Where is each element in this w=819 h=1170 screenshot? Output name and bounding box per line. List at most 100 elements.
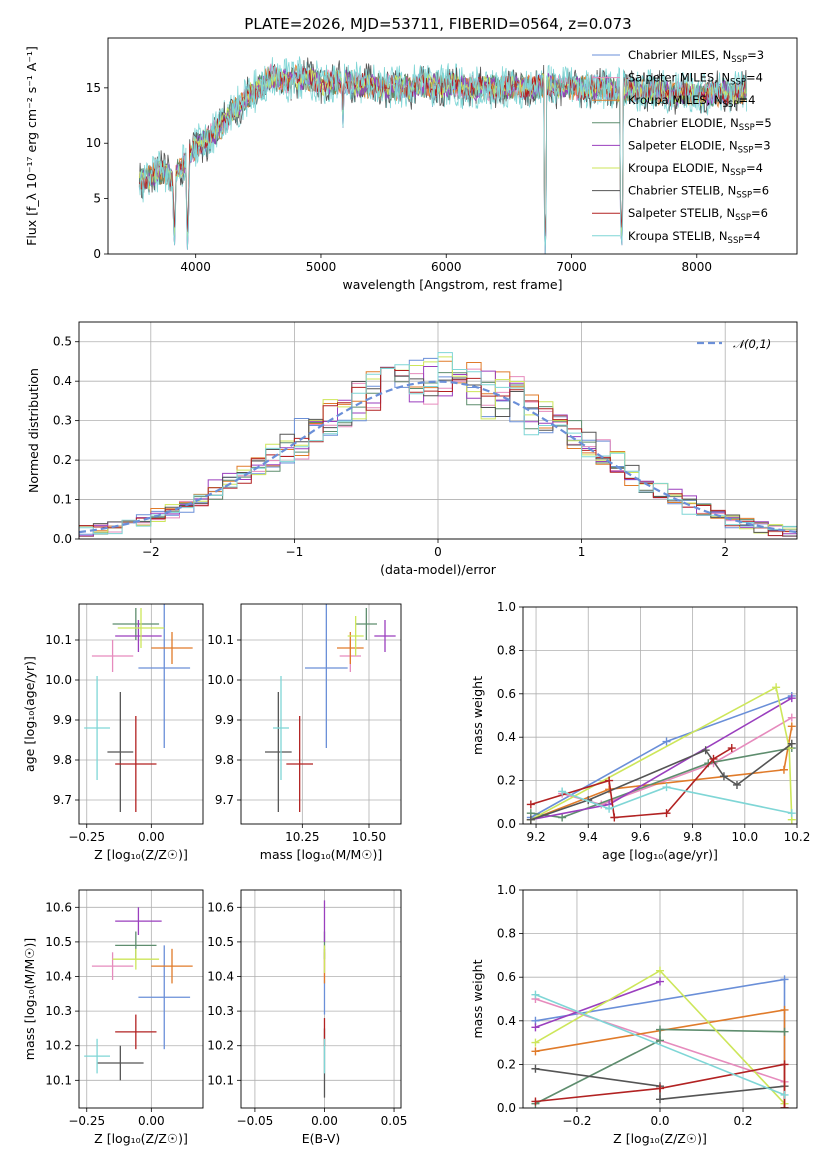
y-tick-label: 10.2 <box>207 1039 234 1053</box>
x-tick-label: 0 <box>434 545 442 559</box>
plot-area <box>138 56 747 254</box>
y-tick-label: 10.2 <box>45 1039 72 1053</box>
y-tick-label: 5 <box>93 192 101 206</box>
y-tick-label: 10.3 <box>207 1004 234 1018</box>
y-tick-label: 9.9 <box>215 713 234 727</box>
weight-marker <box>779 765 788 774</box>
plot-frame <box>78 889 204 1109</box>
weight-marker <box>531 1097 540 1106</box>
weight-line <box>530 697 793 821</box>
histogram-kroupa-stelib <box>79 352 797 535</box>
error-bar-point <box>138 945 191 1050</box>
error-bar-point <box>138 604 191 748</box>
legend-entry: Chabrier MILES, NSSP=3 <box>628 48 764 65</box>
plot-area <box>265 604 396 812</box>
x-tick-label: 6000 <box>431 260 462 274</box>
weight-line <box>530 747 733 819</box>
spectrum-line-kroupa-stelib <box>138 56 747 254</box>
weight-marker <box>656 1095 664 1104</box>
x-tick-label: −0.2 <box>562 1114 591 1128</box>
weight-marker <box>531 1064 540 1073</box>
x-tick-label: 9.4 <box>579 830 598 844</box>
weight-marker <box>531 1038 540 1047</box>
plot-frame <box>240 603 402 825</box>
y-tick-label: 0.8 <box>497 927 516 941</box>
error-bar-point <box>151 632 193 664</box>
error-bar-point <box>265 692 292 812</box>
error-bar-point <box>337 632 364 664</box>
x-tick-label: 7000 <box>556 260 587 274</box>
y-tick-label: 10.5 <box>207 935 234 949</box>
weight-marker <box>526 815 535 824</box>
y-tick-label: 0.4 <box>497 1014 516 1028</box>
y-axis-label: mass weight <box>470 676 485 755</box>
spectrum-line-kroupa-elodie <box>138 67 747 246</box>
error-bar-point <box>115 907 162 935</box>
weight-marker <box>709 754 718 763</box>
weight-marker <box>662 783 671 792</box>
error-bar-point <box>115 1014 157 1050</box>
y-tick-label: 9.8 <box>53 753 72 767</box>
x-tick-label: 0.05 <box>381 1114 408 1128</box>
y-tick-label: 10.1 <box>45 633 72 647</box>
plot-area <box>531 966 789 1108</box>
weight-marker <box>772 683 781 692</box>
y-axis-label: Normed distribution <box>26 368 41 493</box>
x-tick-label: 9.8 <box>683 830 702 844</box>
weight-marker <box>605 776 614 785</box>
y-axis-label: Flux [f_λ 10⁻¹⁷ erg cm⁻² s⁻¹ A⁻¹] <box>24 46 39 246</box>
error-bar-point <box>84 676 110 780</box>
plot-frame <box>522 606 798 825</box>
plot-frame <box>107 37 798 255</box>
y-tick-label: 10.1 <box>45 1073 72 1087</box>
plot-area <box>84 604 193 812</box>
plot-frame <box>78 321 798 540</box>
x-tick-label: 10.50 <box>352 830 386 844</box>
weight-line <box>535 1063 786 1108</box>
panel-spectrum: 4000 5000 6000 7000 8000 0 5 10 15 wavelength [An… <box>24 37 798 292</box>
y-tick-label: 0.8 <box>497 643 516 657</box>
error-bar-point <box>374 620 396 652</box>
legend-entry: Kroupa STELIB, NSSP=4 <box>628 229 760 246</box>
x-tick-label: 0.2 <box>733 1114 752 1128</box>
plot-area <box>79 352 797 539</box>
y-tick-label: 10.5 <box>45 935 72 949</box>
weight-marker <box>531 1023 540 1032</box>
error-bar-point <box>151 948 193 984</box>
histogram-chabrier-elodie <box>79 367 797 537</box>
y-tick-label: 10.6 <box>207 900 234 914</box>
y-tick-label: 0.4 <box>53 374 72 388</box>
weight-marker <box>662 737 671 746</box>
error-bar-point <box>115 620 162 652</box>
weight-marker <box>656 966 664 975</box>
weight-line <box>535 1028 785 1105</box>
error-bar-point <box>91 952 134 980</box>
x-axis-label: Z [log₁₀(Z/Z☉)] <box>94 1131 188 1146</box>
x-tick-label: 9.6 <box>631 830 650 844</box>
x-tick-label: 4000 <box>180 260 211 274</box>
y-tick-label: 9.7 <box>215 793 234 807</box>
weight-marker <box>531 990 540 999</box>
y-tick-label: 10.1 <box>207 633 234 647</box>
x-axis-label: E(B-V) <box>302 1131 341 1146</box>
plot-frame <box>522 889 798 1109</box>
x-axis-label: wavelength [Angstrom, rest frame] <box>342 277 562 292</box>
y-tick-label: 15 <box>86 81 101 95</box>
histogram-salpeter-stelib <box>79 367 797 538</box>
legend-entry: 𝒩(0,1) <box>733 337 771 351</box>
weight-line <box>535 980 661 1029</box>
x-tick-label: 9.2 <box>527 830 546 844</box>
x-tick-label: 10.25 <box>285 830 319 844</box>
weight-line <box>530 743 793 821</box>
error-bar-point <box>347 616 364 656</box>
error-bar-point <box>97 1045 144 1081</box>
y-tick-label: 10.0 <box>45 673 72 687</box>
weight-marker <box>787 809 796 818</box>
weight-line <box>561 786 792 814</box>
panel-weight-vs-Z: −0.2 0.0 0.2 0.0 0.2 0.4 0.6 0.8 1.0 Z [log₁₀(Z/Z… <box>470 883 798 1146</box>
x-tick-label: 2 <box>721 545 729 559</box>
x-tick-label: 0.00 <box>311 1114 338 1128</box>
weight-marker <box>701 746 710 755</box>
error-bar-point <box>112 608 160 640</box>
panel-mass-vs-Z: −0.25 0.00 10.1 10.2 10.3 10.4 10.5 10.6 Z [log₁… <box>22 889 204 1146</box>
